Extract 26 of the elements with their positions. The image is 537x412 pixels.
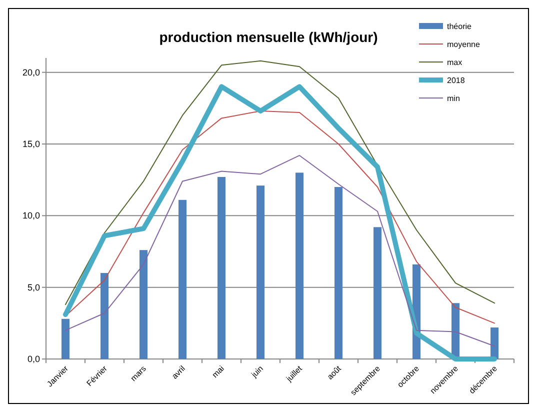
bar <box>490 327 498 359</box>
legend-label: moyenne <box>447 40 480 49</box>
bar <box>334 187 342 359</box>
legend-label: max <box>447 58 462 67</box>
y-tick-label: 0,0 <box>27 354 40 364</box>
line-series <box>65 60 495 306</box>
bar <box>374 227 382 359</box>
bar <box>296 172 304 359</box>
bar <box>218 176 226 359</box>
chart-title: production mensuelle (kWh/jour) <box>159 29 378 45</box>
bar <box>100 273 108 359</box>
legend-label: min <box>447 94 460 103</box>
bar <box>140 250 148 359</box>
y-tick-label: 15,0 <box>22 139 40 149</box>
bar <box>178 200 186 359</box>
line-series <box>65 154 495 347</box>
bar <box>256 186 264 359</box>
x-tick-label: juin <box>249 364 265 380</box>
legend-label: théorie <box>447 22 472 31</box>
x-tick-label: août <box>326 364 344 382</box>
legend-label: 2018 <box>447 76 466 85</box>
y-tick-label: 10,0 <box>22 210 40 221</box>
x-tick-label: mai <box>210 364 226 380</box>
y-tick-label: 20,0 <box>22 67 40 78</box>
y-tick-label: 5,0 <box>27 282 40 292</box>
bar <box>62 318 70 359</box>
